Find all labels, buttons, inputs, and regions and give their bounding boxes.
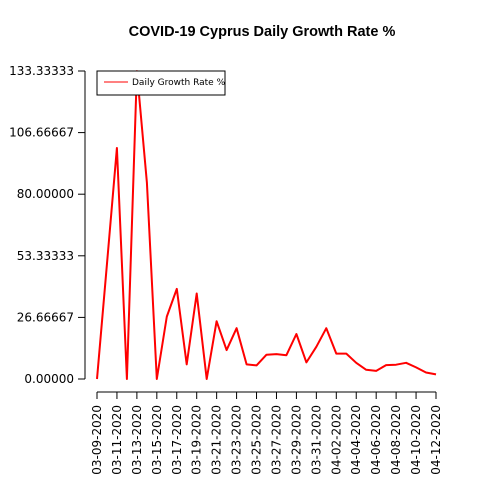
y-tick-label: 0.00000 [24,372,74,386]
x-tick-label: 04-12-2020 [429,405,443,475]
plot-area [96,70,437,380]
legend: Daily Growth Rate % [96,70,226,96]
x-tick-label: 03-25-2020 [250,405,264,475]
x-tick-label: 04-08-2020 [389,405,403,475]
x-tick-label: 03-09-2020 [90,405,104,475]
y-tick-label: 80.00000 [17,187,74,201]
x-tick-label: 03-31-2020 [309,405,323,475]
x-tick-label: 04-04-2020 [349,405,363,475]
legend-box [96,70,226,96]
y-tick-label: 133.33333 [9,64,74,78]
x-axis: 03-09-2020 03-11-2020 03-13-2020 03-15-2020… [90,391,443,475]
x-tick-label: 03-19-2020 [190,405,204,475]
x-tick-label: 03-15-2020 [150,405,164,475]
x-tick-label: 03-11-2020 [110,405,124,475]
x-tick-label: 04-02-2020 [329,405,343,475]
y-tick-label: 26.66667 [17,310,74,324]
x-tick-label: 03-29-2020 [289,405,303,475]
x-tick-label: 03-27-2020 [269,405,283,475]
chart-title: COVID-19 Cyprus Daily Growth Rate % [129,24,396,40]
y-tick-label: 53.33333 [17,249,74,263]
x-tick-label: 03-17-2020 [170,405,184,475]
y-tick-label: 106.66667 [9,126,74,140]
x-tick-label: 04-10-2020 [409,405,423,475]
x-tick-label: 04-06-2020 [369,405,383,475]
x-tick-label: 03-23-2020 [230,405,244,475]
x-tick-label: 03-21-2020 [210,405,224,475]
series-line [96,70,437,380]
x-tick-label: 03-13-2020 [130,405,144,475]
legend-label: Daily Growth Rate % [132,78,226,88]
y-axis: 0.00000 26.66667 53.33333 80.00000 106.66667… [9,64,86,386]
